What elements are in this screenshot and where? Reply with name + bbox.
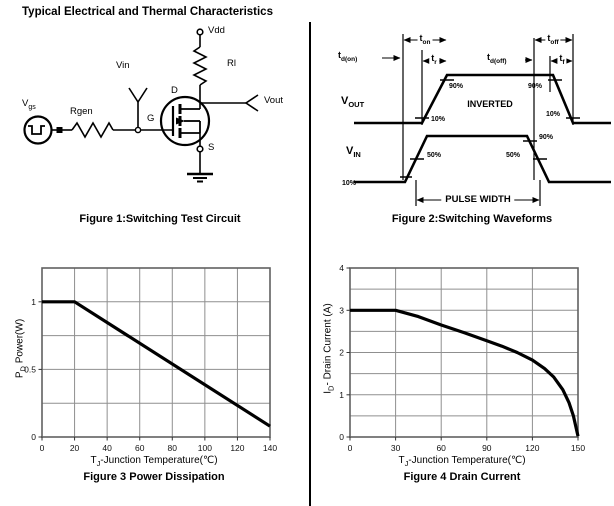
vin-waveform — [354, 134, 611, 184]
out-rise-10-label: 10% — [431, 116, 446, 123]
vout-probe — [200, 94, 259, 112]
rgen-label: Rgen — [70, 106, 93, 117]
svg-text:3: 3 — [339, 305, 344, 315]
svg-text:1: 1 — [31, 297, 36, 307]
rl-label: Rl — [227, 58, 236, 69]
timing-reference-lines — [402, 34, 574, 206]
vin-label: Vin — [116, 60, 130, 71]
in-fall-50-label: 50% — [506, 152, 521, 159]
svg-text:150: 150 — [571, 443, 585, 453]
source-terminal — [196, 145, 204, 174]
figure4-caption: Figure 4 Drain Current — [403, 471, 521, 483]
ton-label: ton — [417, 33, 433, 48]
mosfet-symbol — [159, 95, 211, 147]
source-label: S — [208, 142, 215, 153]
svg-text:60: 60 — [135, 443, 145, 453]
fig4-x-axis-label: TJ-Junction Temperature(℃) — [398, 455, 526, 468]
svg-text:20: 20 — [70, 443, 80, 453]
gate-label: G — [147, 113, 155, 124]
td-off-label: td(off) — [487, 52, 507, 65]
percent-tick-marks — [400, 79, 580, 178]
rgen-resistor — [62, 121, 173, 139]
svg-text:80: 80 — [168, 443, 178, 453]
page-title: Typical Electrical and Thermal Character… — [22, 6, 273, 18]
svg-text:30: 30 — [391, 443, 401, 453]
tf-label: tf — [557, 53, 567, 68]
switching-test-circuit-figure: Vgs Rgen Vin G D S Vdd Rl Vout — [0, 22, 307, 214]
svg-text:90: 90 — [482, 443, 492, 453]
out-rise-90-label: 90% — [449, 83, 464, 90]
vout-waveform — [354, 73, 611, 125]
svg-text:0: 0 — [40, 443, 45, 453]
drain-current-chart: 0 30 60 90 120 150 0 1 2 3 4 ID- Drain Current (A) — [312, 256, 612, 454]
svg-text:100: 100 — [198, 443, 212, 453]
switching-waveforms-figure: td(on) ton tr td(off) toff tf VOUT VIN I… — [330, 28, 614, 210]
fig3-y-axis-label: PD Power(W) — [14, 318, 28, 379]
svg-text:0: 0 — [31, 432, 36, 442]
in-fall-90-label: 90% — [539, 134, 554, 141]
svg-text:2: 2 — [339, 348, 344, 358]
out-fall-90-label: 90% — [528, 83, 543, 90]
vout-label: Vout — [264, 95, 284, 106]
waveform-diagram — [354, 34, 611, 206]
drain-current-plot: 0 30 60 90 120 150 0 1 2 3 4 — [339, 263, 585, 453]
column-divider-line — [309, 22, 311, 506]
svg-text:0: 0 — [348, 443, 353, 453]
figure3-caption: Figure 3 Power Dissipation — [83, 471, 225, 483]
circuit-diagram — [23, 28, 259, 183]
tr-label: tr — [429, 53, 439, 68]
drain-current-derating — [350, 308, 580, 437]
svg-text:120: 120 — [230, 443, 244, 453]
svg-text:4: 4 — [339, 263, 344, 273]
power-dissipation-plot: 0 20 40 60 80 100 120 140 0 0.5 1 — [24, 267, 277, 453]
power-dissipation-chart: 0 20 40 60 80 100 120 140 0 0.5 1 PD Power(W) — [4, 256, 304, 454]
drain-label: D — [171, 85, 178, 96]
in-rise-50-label: 50% — [427, 152, 442, 159]
svg-text:1: 1 — [339, 390, 344, 400]
fig3-x-axis-label: TJ-Junction Temperature(℃) — [90, 455, 218, 468]
svg-text:120: 120 — [525, 443, 539, 453]
vgs-label: Vgs — [22, 98, 36, 111]
figure2-caption: Figure 2:Switching Waveforms — [391, 213, 553, 225]
power-derating — [42, 300, 271, 428]
ground-symbol — [187, 172, 213, 183]
svg-text:140: 140 — [263, 443, 277, 453]
inverted-annotation: INVERTED — [467, 99, 513, 109]
td-on-label: td(on) — [338, 50, 358, 63]
vin-probe — [128, 87, 148, 134]
svg-text:0.5: 0.5 — [24, 364, 36, 374]
vin-signal-label: VIN — [346, 145, 361, 160]
svg-text:40: 40 — [102, 443, 112, 453]
pulse-width-annotation: PULSE WIDTH — [441, 194, 515, 205]
in-rise-10-label: 10% — [342, 180, 357, 187]
pulse-source-vgs — [23, 115, 63, 145]
vdd-branch — [192, 28, 208, 109]
vout-signal-label: VOUT — [341, 95, 365, 110]
svg-text:60: 60 — [436, 443, 446, 453]
timing-arrows — [382, 37, 573, 203]
figure1-caption: Figure 1:Switching Test Circuit — [79, 213, 241, 225]
svg-text:0: 0 — [339, 432, 344, 442]
out-fall-10-label: 10% — [546, 111, 561, 118]
vdd-label: Vdd — [208, 25, 225, 36]
fig4-y-axis-label: ID- Drain Current (A) — [322, 303, 336, 394]
toff-label: toff — [545, 33, 561, 48]
